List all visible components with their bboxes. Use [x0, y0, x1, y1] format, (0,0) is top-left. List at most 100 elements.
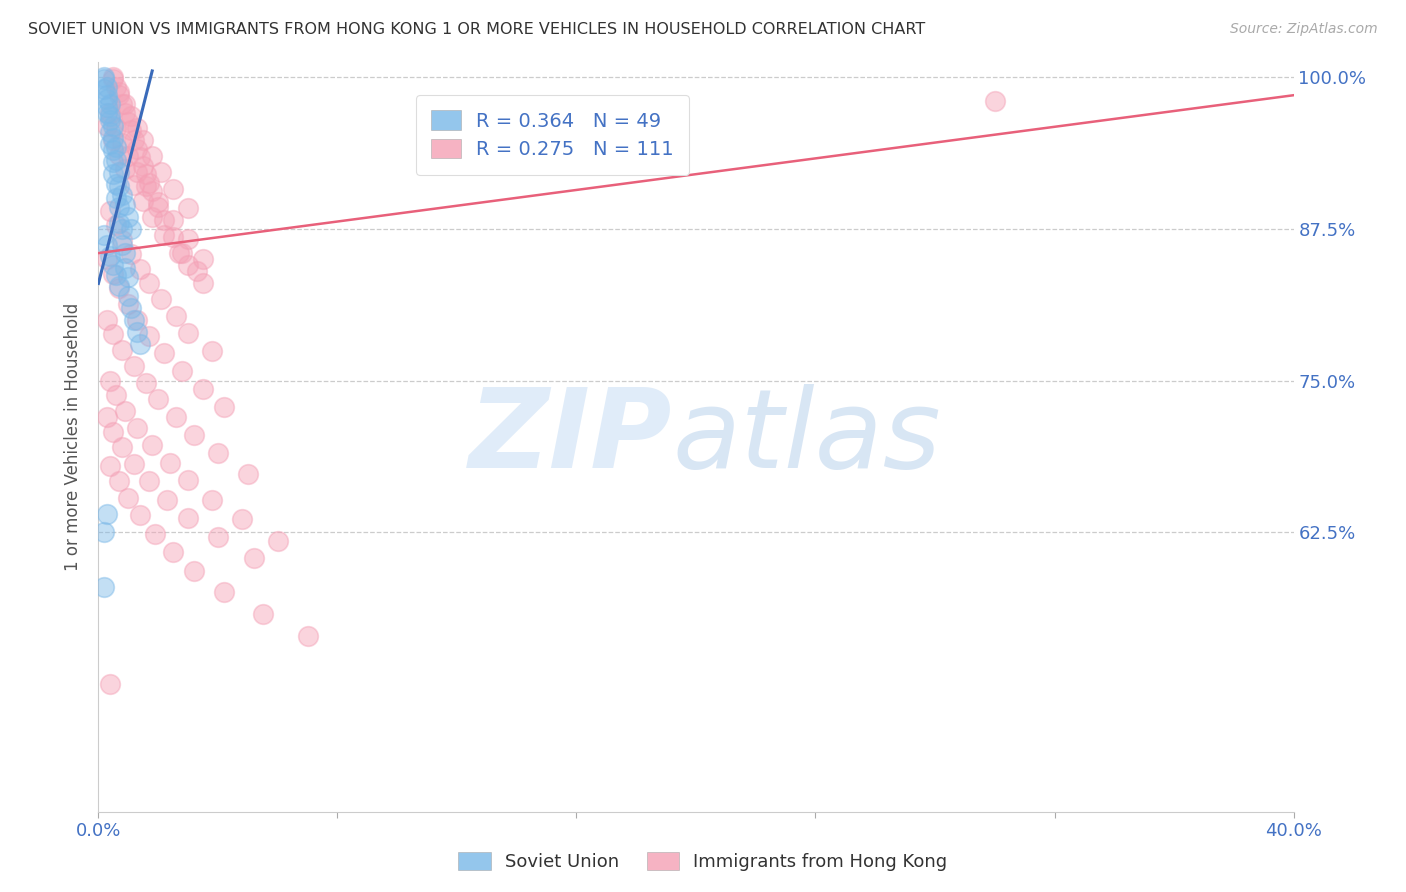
Point [212, 585, 235, 599]
Point [135, 179, 157, 194]
Point [98, 106, 122, 120]
Point [98, 203, 122, 218]
Point [108, 281, 131, 295]
Point [105, 177, 128, 191]
Point [96, 252, 118, 267]
Point [108, 216, 131, 230]
Point [96, 237, 118, 252]
Point [114, 106, 136, 120]
Point [108, 475, 131, 489]
Point [252, 607, 274, 621]
Point [127, 165, 149, 179]
Point [150, 165, 173, 179]
Point [111, 343, 134, 358]
Point [105, 191, 128, 205]
Point [108, 88, 131, 103]
Point [93, 580, 115, 594]
Point [148, 200, 170, 214]
Point [98, 458, 122, 473]
Point [96, 119, 118, 133]
Point [117, 149, 139, 163]
Point [183, 428, 205, 442]
Point [117, 288, 139, 302]
Point [153, 213, 176, 227]
Point [117, 297, 139, 311]
Point [105, 140, 128, 154]
Point [127, 421, 149, 435]
Point [111, 222, 134, 236]
Point [105, 121, 128, 136]
Point [103, 130, 125, 145]
Y-axis label: 1 or more Vehicles in Household: 1 or more Vehicles in Household [65, 303, 83, 571]
Point [124, 133, 146, 147]
Point [162, 545, 184, 559]
Point [111, 136, 134, 150]
Point [98, 109, 122, 123]
Point [297, 629, 319, 643]
Point [138, 475, 160, 489]
Point [124, 178, 146, 193]
Point [124, 458, 146, 472]
Point [120, 123, 142, 137]
Point [103, 167, 125, 181]
Point [129, 337, 152, 351]
Point [108, 165, 131, 179]
Point [111, 187, 134, 202]
Point [98, 677, 122, 691]
Point [114, 260, 136, 275]
Point [141, 438, 163, 452]
Point [172, 364, 194, 378]
Point [267, 533, 290, 548]
Point [148, 195, 170, 210]
Text: atlas: atlas [672, 384, 941, 491]
Point [120, 222, 142, 236]
Point [162, 213, 184, 227]
Text: SOVIET UNION VS IMMIGRANTS FROM HONG KONG 1 OR MORE VEHICLES IN HOUSEHOLD CORREL: SOVIET UNION VS IMMIGRANTS FROM HONG KON… [28, 22, 925, 37]
Point [212, 401, 235, 415]
Point [111, 441, 134, 455]
Point [127, 313, 149, 327]
Point [117, 491, 139, 506]
Point [103, 133, 125, 147]
Point [114, 162, 136, 177]
Point [93, 72, 115, 87]
Point [120, 301, 142, 315]
Point [114, 197, 136, 211]
Point [98, 136, 122, 151]
Point [114, 246, 136, 260]
Point [103, 119, 125, 133]
Point [96, 79, 118, 94]
Point [105, 218, 128, 232]
Point [98, 112, 122, 127]
Point [150, 292, 173, 306]
Point [177, 258, 200, 272]
Point [191, 277, 214, 291]
Point [207, 446, 229, 460]
Point [159, 456, 181, 470]
Point [93, 525, 115, 540]
Point [177, 201, 200, 215]
Point [108, 279, 131, 293]
Point [117, 270, 139, 285]
Point [201, 492, 224, 507]
Point [103, 258, 125, 272]
Point [105, 388, 128, 402]
Point [183, 564, 205, 578]
Point [132, 159, 155, 173]
Point [96, 88, 118, 103]
Point [124, 313, 146, 327]
Point [162, 182, 184, 196]
Point [141, 184, 163, 198]
Point [120, 109, 142, 123]
Point [96, 410, 118, 425]
Point [177, 473, 200, 487]
Point [111, 96, 134, 111]
Point [135, 376, 157, 390]
Point [231, 512, 253, 526]
Point [127, 121, 149, 136]
Text: Source: ZipAtlas.com: Source: ZipAtlas.com [1230, 22, 1378, 37]
Point [156, 492, 179, 507]
Point [103, 425, 125, 439]
Point [153, 227, 176, 242]
Point [129, 150, 152, 164]
